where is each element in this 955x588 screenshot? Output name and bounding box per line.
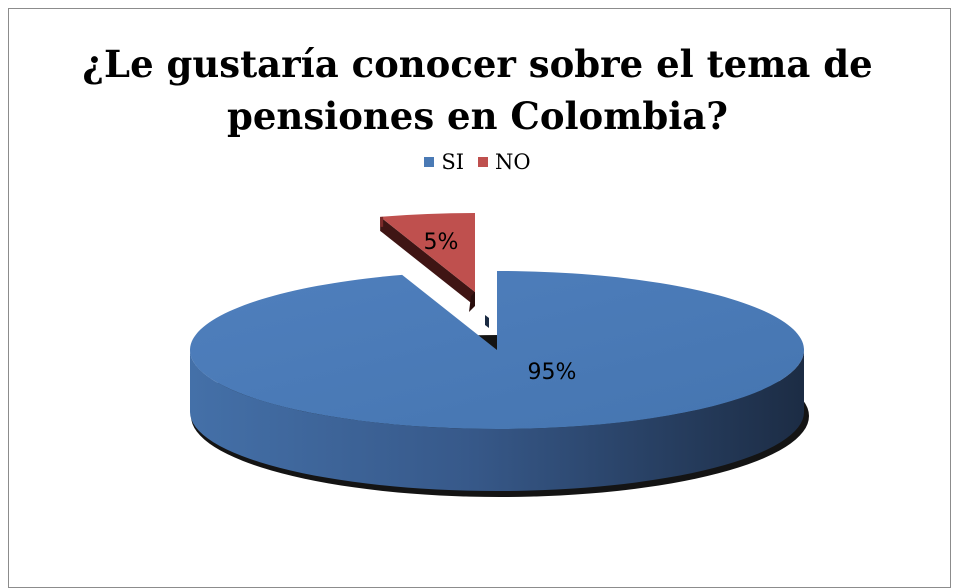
data-label-no: 5%	[424, 230, 459, 255]
legend: SI NO	[0, 150, 955, 174]
pie-side-no	[380, 216, 475, 306]
legend-swatch-si	[424, 157, 435, 167]
legend-label-no: NO	[495, 150, 531, 174]
legend-item-no: NO	[478, 150, 531, 174]
chart-title: ¿Le gustaría conocer sobre el tema de pe…	[82, 42, 873, 138]
pie-notch-si	[485, 315, 489, 328]
pie-slice-no	[380, 213, 475, 292]
pie-slice-si	[190, 271, 805, 429]
legend-item-si: SI	[424, 150, 464, 174]
legend-swatch-no	[478, 157, 489, 167]
pie-rim-no	[380, 216, 384, 227]
legend-label-si: SI	[441, 150, 465, 174]
data-label-si: 95%	[528, 360, 577, 385]
pie-side-no-inner	[469, 292, 475, 312]
pie-layer	[190, 213, 809, 497]
pie-side-si	[190, 350, 804, 491]
